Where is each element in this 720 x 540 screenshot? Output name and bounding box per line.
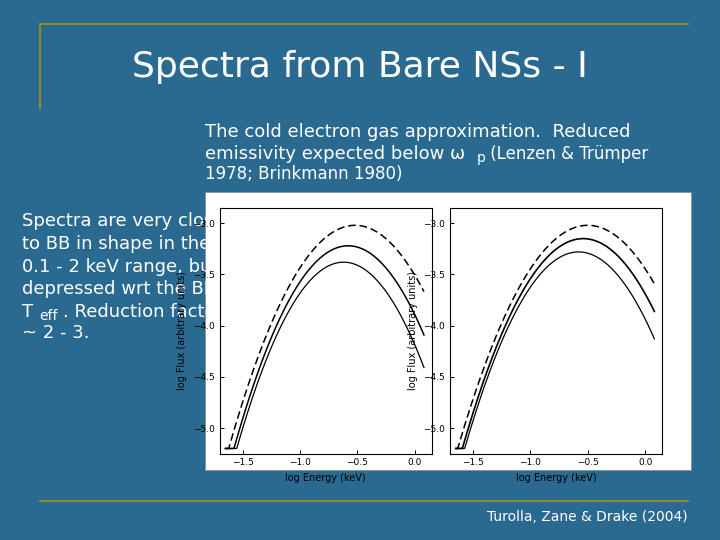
Text: (Lenzen & Trümper: (Lenzen & Trümper xyxy=(485,145,648,163)
Text: Spectra are very close: Spectra are very close xyxy=(22,212,224,231)
Text: T: T xyxy=(22,303,32,321)
Text: eff: eff xyxy=(40,309,58,323)
Y-axis label: log Flux (arbitrary units): log Flux (arbitrary units) xyxy=(177,271,187,390)
Text: depressed wrt the BB at: depressed wrt the BB at xyxy=(22,280,240,299)
Y-axis label: log Flux (arbitrary units): log Flux (arbitrary units) xyxy=(408,271,418,390)
Text: emissivity expected below ω: emissivity expected below ω xyxy=(205,145,465,163)
Text: 1978; Brinkmann 1980): 1978; Brinkmann 1980) xyxy=(205,165,402,184)
Text: 0.1 - 2 keV range, but: 0.1 - 2 keV range, but xyxy=(22,258,218,276)
Text: p: p xyxy=(477,151,485,165)
Text: Turolla, Zane & Drake (2004): Turolla, Zane & Drake (2004) xyxy=(487,510,688,524)
Bar xyxy=(205,192,691,470)
Text: ~ 2 - 3.: ~ 2 - 3. xyxy=(22,323,89,342)
Text: . Reduction factor: . Reduction factor xyxy=(63,303,223,321)
Text: Spectra from Bare NSs - I: Spectra from Bare NSs - I xyxy=(132,51,588,84)
Text: The cold electron gas approximation.  Reduced: The cold electron gas approximation. Red… xyxy=(205,123,631,141)
X-axis label: log Energy (keV): log Energy (keV) xyxy=(286,473,366,483)
Text: to BB in shape in the: to BB in shape in the xyxy=(22,235,210,253)
X-axis label: log Energy (keV): log Energy (keV) xyxy=(516,473,596,483)
